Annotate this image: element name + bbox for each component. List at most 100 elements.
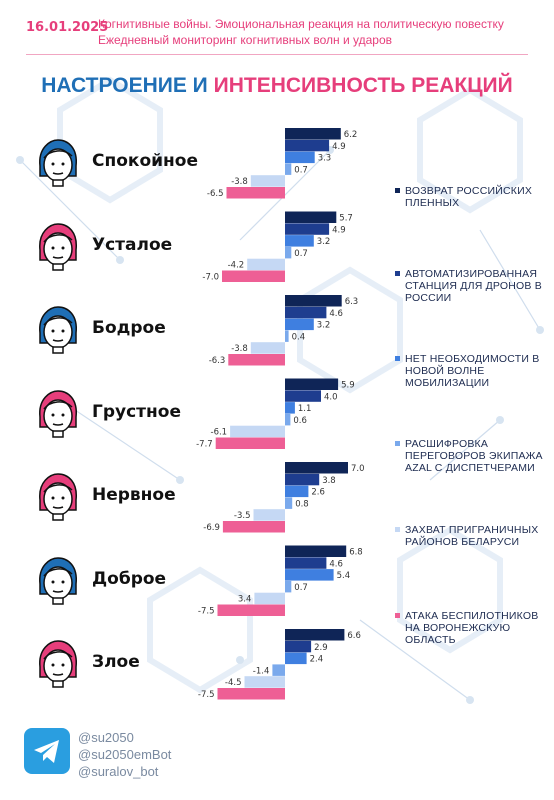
value-label-7-2: 2.9: [314, 643, 328, 653]
value-label-6-3: 5.4: [337, 571, 351, 581]
value-label-3-5: -3.8: [231, 344, 248, 354]
bar-3-1: [285, 295, 342, 307]
value-label-7-3: 2.4: [310, 655, 324, 665]
bar-1-2: [285, 139, 330, 152]
value-label-3-3: 3.2: [317, 321, 331, 331]
value-label-3-1: 6.3: [345, 297, 359, 307]
bar-5-3: [285, 485, 309, 498]
header-divider: [26, 54, 528, 55]
face-2-icon: [36, 222, 80, 272]
value-label-3-6: -6.3: [209, 356, 226, 366]
bar-2-5: [247, 258, 285, 271]
bar-7-4: [272, 664, 285, 676]
bar-2-4: [285, 246, 292, 259]
legend-label-1: ВОЗВРАТ РОССИЙСКИХ ПЛЕННЫХ: [405, 185, 533, 209]
footer-handle-3[interactable]: @suralov_bot: [78, 764, 159, 779]
value-label-6-6: -7.5: [198, 607, 215, 617]
bar-4-4: [285, 413, 291, 426]
report-subtitle-line2: Ежедневный мониторинг когнитивных волн и…: [98, 33, 392, 47]
bar-4-6: [215, 437, 285, 449]
chart-title-part2: ИНТЕНСИВНОСТЬ: [213, 74, 412, 97]
footer-handle-1[interactable]: @su2050: [78, 730, 134, 745]
bar-1-5: [250, 175, 285, 187]
value-label-2-4: 0.7: [294, 249, 308, 259]
value-label-5-3: 2.6: [311, 488, 325, 498]
legend-label-4: РАСШИФРОВКА ПЕРЕГОВОРОВ ЭКИПАЖА AZAL С Д…: [405, 438, 543, 474]
chart-title: НАСТРОЕНИЕ И ИНТЕНСИВНОСТЬ РЕАКЦИЙ: [0, 74, 554, 98]
mood-label-3: Бодрое: [92, 318, 166, 338]
bar-1-4: [285, 163, 292, 175]
face-4-icon: [36, 389, 80, 439]
bar-4-2: [285, 390, 321, 402]
bar-4-1: [285, 378, 339, 390]
value-label-6-1: 6.8: [349, 548, 363, 558]
bar-3-4: [285, 330, 289, 342]
bar-2-6: [222, 270, 285, 282]
value-label-2-1: 5.7: [339, 214, 353, 224]
value-label-6-4: 0.7: [294, 583, 308, 593]
chart-title-part1: НАСТРОЕНИЕ И: [41, 74, 214, 97]
legend-swatch-3: [395, 356, 400, 361]
value-label-7-4: -1.4: [253, 666, 270, 676]
mood-label-2: Усталое: [92, 234, 173, 255]
mood-label-5: Нервное: [92, 485, 176, 505]
bar-2-2: [285, 223, 330, 235]
bar-1-1: [285, 128, 341, 140]
value-label-4-4: 0.6: [293, 416, 307, 426]
face-7-icon: [36, 639, 80, 689]
bar-3-5: [250, 342, 285, 354]
bar-3-3: [285, 318, 314, 331]
legend-swatch-1: [395, 188, 400, 193]
report-subtitle-line1: Когнитивные войны. Эмоциональная реакция…: [98, 17, 504, 31]
legend-swatch-2: [395, 271, 400, 276]
value-label-1-4: 0.7: [294, 165, 308, 175]
mood-label-1: Спокойное: [92, 151, 198, 171]
face-1-icon: [36, 138, 80, 188]
telegram-icon[interactable]: [24, 728, 70, 774]
bar-1-3: [285, 151, 315, 164]
bar-3-2: [285, 306, 327, 319]
bar-3-6: [228, 354, 285, 366]
bar-6-3: [285, 569, 334, 581]
value-label-5-4: 0.8: [295, 499, 309, 509]
value-label-6-2: 4.6: [329, 559, 343, 569]
value-label-1-1: 6.2: [344, 130, 358, 140]
value-label-4-1: 5.9: [341, 381, 355, 391]
footer-handle-2[interactable]: @su2050emBot: [78, 747, 172, 762]
legend-swatch-4: [395, 441, 400, 446]
bar-5-6: [222, 521, 285, 533]
bar-7-2: [285, 640, 312, 653]
value-label-7-1: 6.6: [347, 631, 361, 641]
value-label-2-3: 3.2: [317, 237, 331, 247]
value-label-6-5: 3.4: [238, 595, 252, 605]
value-label-3-2: 4.6: [329, 309, 343, 319]
value-label-1-2: 4.9: [332, 142, 346, 152]
value-label-3-4: 0.4: [292, 332, 306, 342]
bar-5-5: [253, 509, 285, 521]
value-label-1-6: -6.5: [207, 189, 224, 199]
face-3-icon: [36, 305, 80, 355]
value-label-1-3: 3.3: [318, 154, 332, 164]
bar-7-5: [244, 676, 285, 688]
value-label-7-5: -4.5: [225, 678, 242, 688]
bar-6-4: [285, 580, 292, 593]
bar-6-2: [285, 557, 327, 569]
bar-2-1: [285, 211, 337, 223]
value-label-4-6: -7.7: [196, 440, 213, 450]
header: 16.01.2025 Когнитивные войны. Эмоциональ…: [0, 0, 554, 56]
bar-4-3: [285, 402, 295, 414]
legend-label-3: НЕТ НЕОБХОДИМОСТИ В НОВОЙ ВОЛНЕ МОБИЛИЗА…: [405, 353, 540, 389]
report-date: 16.01.2025: [26, 20, 109, 35]
bar-1-6: [226, 187, 285, 199]
value-label-4-3: 1.1: [298, 404, 312, 414]
mood-label-6: Доброе: [92, 568, 167, 589]
chart-title-part3: РЕАКЦИЙ: [411, 74, 513, 97]
value-label-4-2: 4.0: [324, 392, 338, 402]
bar-2-3: [285, 235, 314, 247]
mood-label-7: Злое: [92, 652, 140, 672]
bar-7-1: [285, 629, 345, 641]
bar-6-6: [217, 604, 285, 616]
legend-label-6: АТАКА БЕСПИЛОТНИКОВ НА ВОРОНЕЖСКУЮ ОБЛАС…: [405, 610, 539, 646]
face-5-icon: [36, 472, 80, 522]
